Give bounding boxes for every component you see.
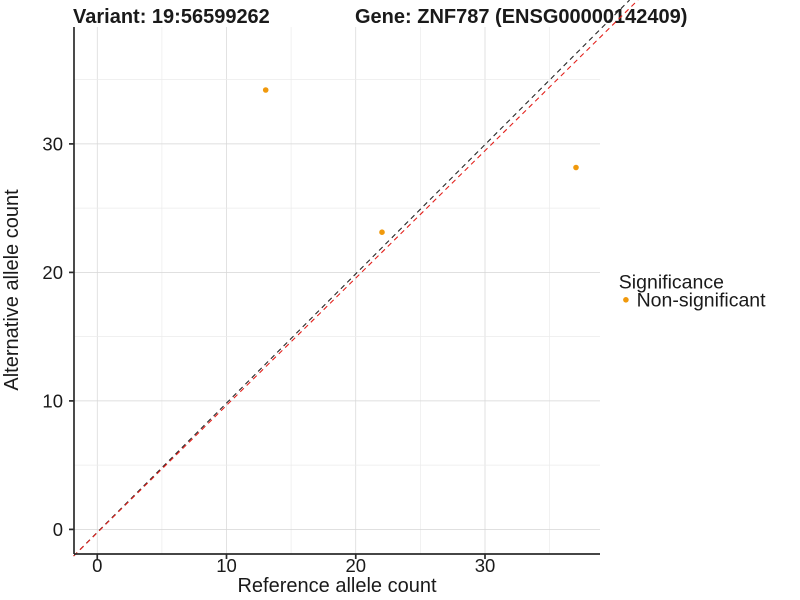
svg-text:10: 10 xyxy=(42,391,63,412)
svg-text:0: 0 xyxy=(92,555,102,576)
svg-text:10: 10 xyxy=(216,555,237,576)
svg-text:Non-significant: Non-significant xyxy=(637,290,767,312)
svg-text:20: 20 xyxy=(42,262,63,283)
svg-text:0: 0 xyxy=(53,519,63,540)
svg-text:Reference allele count: Reference allele count xyxy=(237,575,436,597)
svg-text:20: 20 xyxy=(345,555,366,576)
svg-text:30: 30 xyxy=(42,134,63,155)
svg-text:30: 30 xyxy=(475,555,496,576)
svg-text:Alternative allele count: Alternative allele count xyxy=(1,189,23,391)
